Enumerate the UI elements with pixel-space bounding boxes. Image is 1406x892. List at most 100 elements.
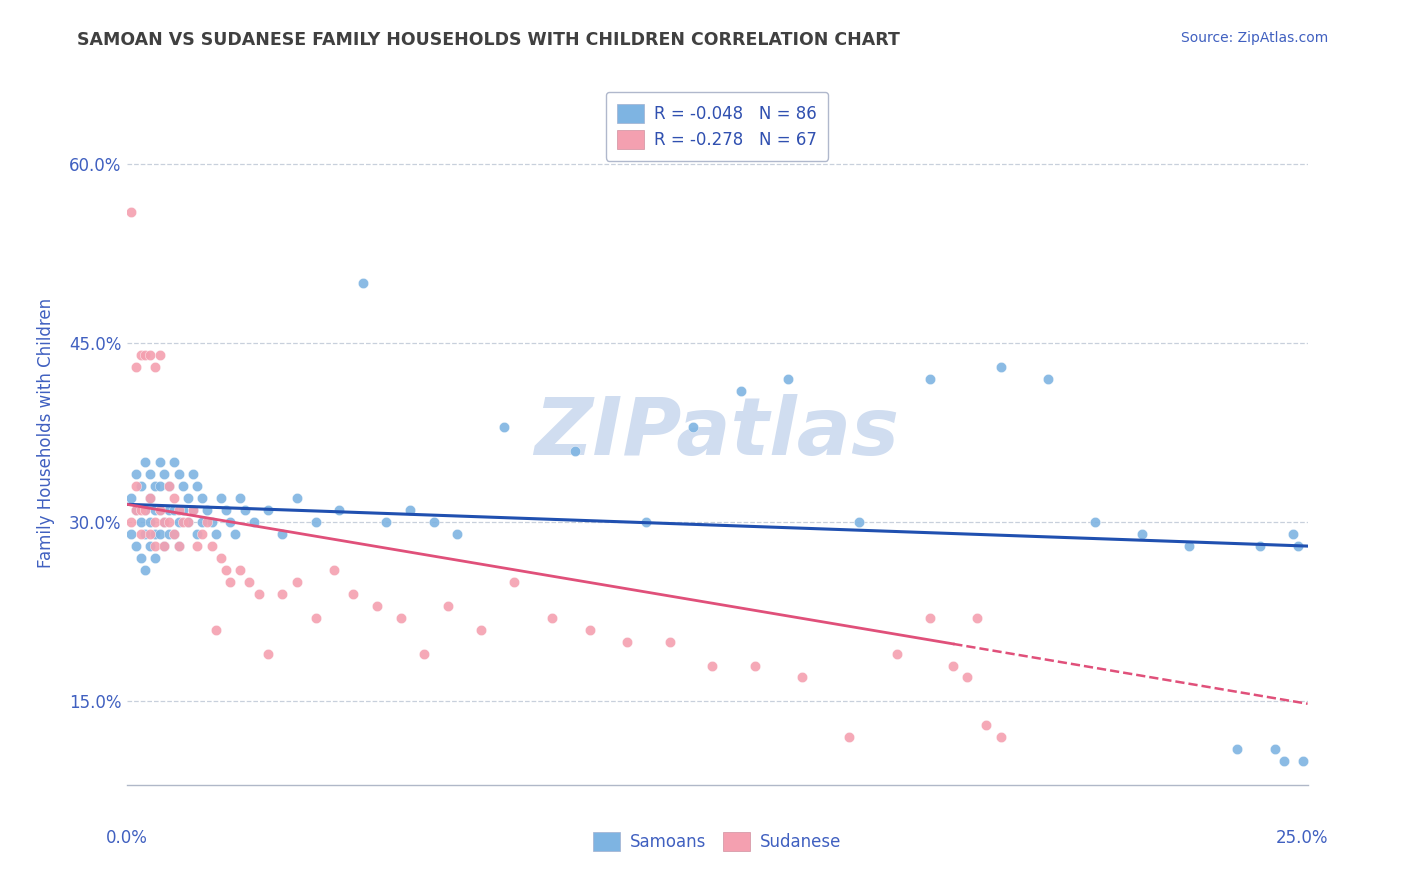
Point <box>157 515 180 529</box>
Point <box>1130 527 1153 541</box>
Point <box>195 503 218 517</box>
Point <box>181 467 204 482</box>
Point <box>172 503 194 517</box>
Point <box>163 491 186 506</box>
Point <box>191 491 214 506</box>
Point <box>1272 754 1295 768</box>
Point <box>134 527 156 541</box>
Point <box>219 515 242 529</box>
Point <box>446 527 468 541</box>
Point <box>143 539 166 553</box>
Point <box>134 503 156 517</box>
Point <box>172 515 194 529</box>
Point <box>205 527 228 541</box>
Point <box>494 419 516 434</box>
Point <box>304 611 326 625</box>
Point <box>120 515 142 529</box>
Point <box>215 503 238 517</box>
Point <box>285 574 308 589</box>
Point <box>129 527 152 541</box>
Point <box>209 491 232 506</box>
Point <box>125 503 148 517</box>
Point <box>125 359 148 374</box>
Point <box>1286 539 1309 553</box>
Point <box>1263 742 1285 756</box>
Point <box>143 479 166 493</box>
Point <box>167 515 190 529</box>
Point <box>323 563 346 577</box>
Point <box>342 587 364 601</box>
Point <box>153 515 176 529</box>
Point <box>153 539 176 553</box>
Point <box>139 515 162 529</box>
Point <box>181 503 204 517</box>
Point <box>956 670 979 684</box>
Point <box>1292 754 1315 768</box>
Point <box>157 479 180 493</box>
Point <box>1249 539 1271 553</box>
Point <box>976 718 998 732</box>
Point <box>1178 539 1201 553</box>
Point <box>167 503 190 517</box>
Point <box>149 503 172 517</box>
Point <box>120 204 142 219</box>
Point <box>257 647 280 661</box>
Point <box>157 479 180 493</box>
Point <box>1036 372 1059 386</box>
Point <box>990 730 1012 744</box>
Point <box>125 539 148 553</box>
Point <box>776 372 799 386</box>
Point <box>134 563 156 577</box>
Point <box>163 527 186 541</box>
Point <box>1282 527 1305 541</box>
Point <box>886 647 908 661</box>
Point <box>195 515 218 529</box>
Point <box>209 551 232 566</box>
Point <box>125 479 148 493</box>
Point <box>790 670 813 684</box>
Point <box>257 503 280 517</box>
Point <box>422 515 444 529</box>
Text: SAMOAN VS SUDANESE FAMILY HOUSEHOLDS WITH CHILDREN CORRELATION CHART: SAMOAN VS SUDANESE FAMILY HOUSEHOLDS WIT… <box>77 31 900 49</box>
Point <box>143 551 166 566</box>
Y-axis label: Family Households with Children: Family Households with Children <box>38 298 55 567</box>
Point <box>129 551 152 566</box>
Point <box>139 539 162 553</box>
Point <box>120 527 142 541</box>
Point <box>200 539 222 553</box>
Point <box>366 599 388 613</box>
Point <box>177 515 200 529</box>
Point <box>177 515 200 529</box>
Point <box>436 599 458 613</box>
Point <box>247 587 270 601</box>
Point <box>143 503 166 517</box>
Point <box>271 587 294 601</box>
Point <box>143 527 166 541</box>
Text: ZIPatlas: ZIPatlas <box>534 393 900 472</box>
Point <box>143 515 166 529</box>
Point <box>399 503 422 517</box>
Point <box>229 563 252 577</box>
Point <box>149 455 172 469</box>
Point <box>139 348 162 362</box>
Point <box>200 515 222 529</box>
Point <box>682 419 704 434</box>
Point <box>540 611 562 625</box>
Point <box>1084 515 1107 529</box>
Point <box>129 515 152 529</box>
Point <box>730 384 752 398</box>
Point <box>163 503 186 517</box>
Point <box>658 634 681 648</box>
Point <box>153 539 176 553</box>
Point <box>215 563 238 577</box>
Point <box>224 527 246 541</box>
Point <box>191 527 214 541</box>
Point <box>181 503 204 517</box>
Point <box>205 623 228 637</box>
Legend: Samoans, Sudanese: Samoans, Sudanese <box>586 825 848 858</box>
Point <box>157 527 180 541</box>
Point <box>129 479 152 493</box>
Point <box>129 348 152 362</box>
Point <box>129 503 152 517</box>
Point <box>285 491 308 506</box>
